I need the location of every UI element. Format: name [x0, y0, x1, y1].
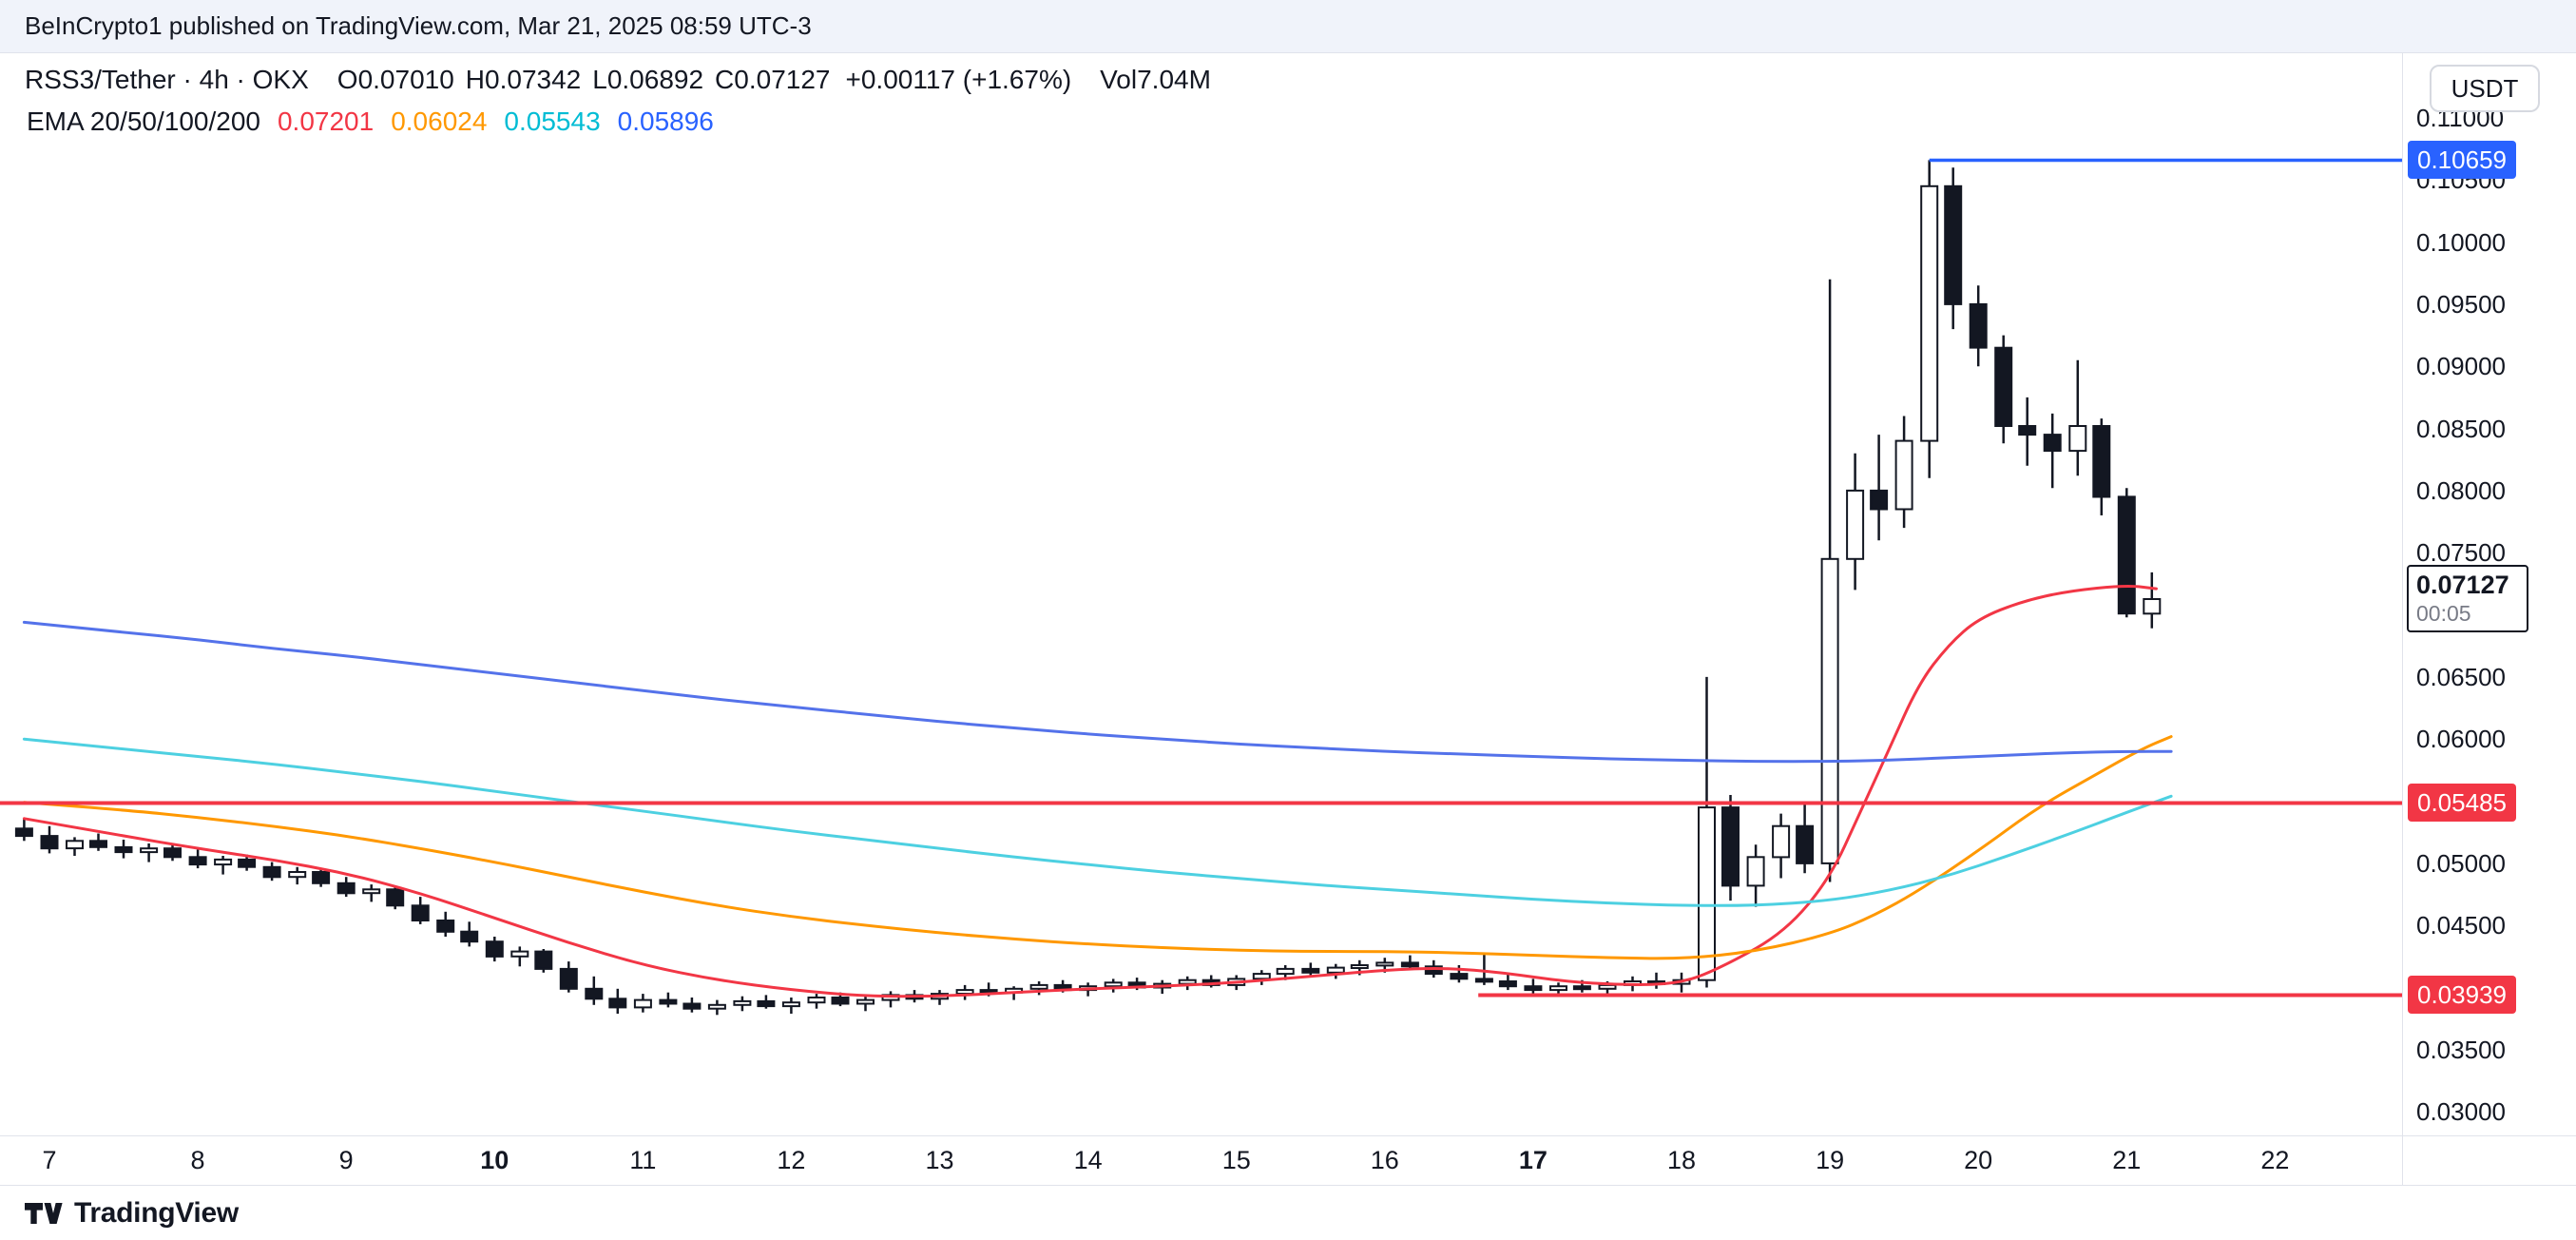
- time-tick-label: 15: [1221, 1146, 1251, 1174]
- time-tick-label: 20: [1964, 1146, 1993, 1174]
- time-tick-label: 9: [338, 1146, 354, 1174]
- time-axis[interactable]: 7 8 9 10 11 12 13 14 15 16 17 18 19 20 21 22: [0, 1135, 2576, 1185]
- price-tick-label: 0.09000: [2416, 352, 2506, 381]
- price-tick-label: 0.04500: [2416, 911, 2506, 940]
- ema-indicator-label[interactable]: EMA 20/50/100/200: [27, 107, 260, 136]
- chart-area[interactable]: 0.07127 00:05 0.11000 0.10500 0.10000 0.095…: [0, 53, 2576, 1185]
- chart-legend: RSS3/Tether · 4h · OKX O0.07010 H0.07342…: [25, 59, 1211, 143]
- time-tick-label: 22: [2260, 1146, 2290, 1174]
- high-value: 0.07342: [485, 65, 582, 94]
- price-tick-label: 0.08500: [2416, 414, 2506, 443]
- time-tick-label: 11: [629, 1146, 657, 1174]
- price-tick-label: 0.03500: [2416, 1035, 2506, 1064]
- low-value: 0.06892: [606, 65, 704, 94]
- open-group: O0.07010: [337, 59, 454, 101]
- currency-button[interactable]: USDT: [2430, 65, 2540, 112]
- price-tick-label: 0.03000: [2416, 1097, 2506, 1127]
- time-tick-label: 8: [190, 1146, 205, 1174]
- high-group: H0.07342: [466, 59, 581, 101]
- ema200-value: 0.05896: [617, 107, 714, 136]
- time-tick-label: 16: [1370, 1146, 1399, 1174]
- low-group: L0.06892: [592, 59, 703, 101]
- price-tick-label: 0.05000: [2416, 848, 2506, 878]
- close-group: C0.07127: [715, 59, 830, 101]
- time-tick-label: 10: [480, 1146, 509, 1174]
- price-level-label: 0.10659: [2408, 141, 2516, 180]
- publish-banner-text: BeInCrypto1 published on TradingView.com…: [25, 11, 812, 40]
- volume-value: 7.04M: [1137, 65, 1211, 94]
- bar-countdown: 00:05: [2416, 600, 2471, 626]
- price-change: +0.00117 (+1.67%): [845, 65, 1072, 94]
- current-price-value: 0.07127: [2416, 570, 2509, 599]
- high-label: H: [465, 65, 486, 94]
- low-label: L: [592, 65, 607, 94]
- volume-label: Vol: [1100, 65, 1138, 94]
- ema100-value: 0.05543: [504, 107, 601, 136]
- price-tick-label: 0.10000: [2416, 227, 2506, 257]
- price-tick-label: 0.08000: [2416, 475, 2506, 505]
- time-tick-label: 17: [1518, 1146, 1548, 1174]
- current-price-label: 0.07127 00:05: [2407, 564, 2528, 632]
- volume-group: Vol7.04M: [1100, 59, 1211, 101]
- tradingview-brand[interactable]: TradingView: [74, 1196, 239, 1229]
- price-tick-label: 0.06000: [2416, 725, 2506, 754]
- publish-banner: BeInCrypto1 published on TradingView.com…: [0, 0, 2576, 53]
- time-tick-label: 7: [42, 1146, 57, 1174]
- price-tick-label: 0.09500: [2416, 289, 2506, 319]
- tradingview-logo-icon[interactable]: [25, 1200, 63, 1227]
- open-label: O: [336, 65, 358, 94]
- price-level-label: 0.05485: [2408, 784, 2516, 823]
- footer: TradingView: [0, 1185, 2576, 1240]
- price-tick-label: 0.07500: [2416, 538, 2506, 568]
- close-label: C: [715, 65, 735, 94]
- time-tick-label: 18: [1666, 1146, 1697, 1174]
- time-tick-label: 13: [925, 1146, 954, 1174]
- close-value: 0.07127: [734, 65, 831, 94]
- time-tick-label: 14: [1073, 1146, 1103, 1174]
- ema50-value: 0.06024: [391, 107, 488, 136]
- open-value: 0.07010: [357, 65, 454, 94]
- price-axis[interactable]: 0.07127 00:05 0.11000 0.10500 0.10000 0.095…: [2402, 53, 2576, 1185]
- time-tick-label: 21: [2112, 1146, 2142, 1174]
- time-tick-label: 12: [777, 1146, 806, 1174]
- symbol-row: RSS3/Tether · 4h · OKX O0.07010 H0.07342…: [25, 59, 1211, 101]
- price-level-label: 0.03939: [2408, 976, 2516, 1015]
- price-tick-label: 0.06500: [2416, 662, 2506, 691]
- symbol-title[interactable]: RSS3/Tether · 4h · OKX: [25, 65, 309, 94]
- ema20-value: 0.07201: [277, 107, 375, 136]
- price-chart-canvas[interactable]: [0, 53, 2402, 1135]
- ema-row: EMA 20/50/100/200 0.07201 0.06024 0.0554…: [25, 101, 1211, 143]
- time-tick-label: 19: [1816, 1146, 1845, 1174]
